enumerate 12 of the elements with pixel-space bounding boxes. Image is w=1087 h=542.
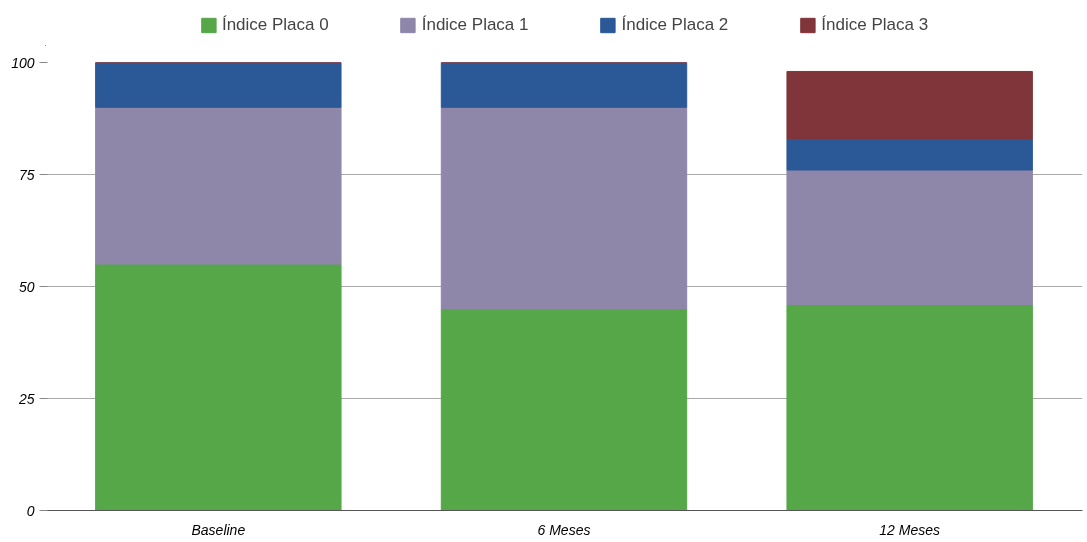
legend-label: Índice Placa 2 [621, 15, 729, 35]
x-tick-label: Baseline [191, 521, 246, 538]
legend-label: Índice Placa 3 [821, 15, 929, 35]
x-tick-label: 12 Meses [879, 521, 941, 538]
x-tick-label: 6 Meses [537, 521, 591, 538]
y-tick-label: 0 [26, 502, 35, 519]
y-tick-label: 25 [17, 390, 35, 407]
y-tick-label: 50 [18, 278, 35, 295]
legend-label: Índice Placa 0 [221, 15, 329, 35]
y-tick-label: 100 [11, 54, 35, 71]
y-tick-label: 75 [18, 166, 35, 183]
legend-label: Índice Placa 1 [421, 15, 529, 35]
